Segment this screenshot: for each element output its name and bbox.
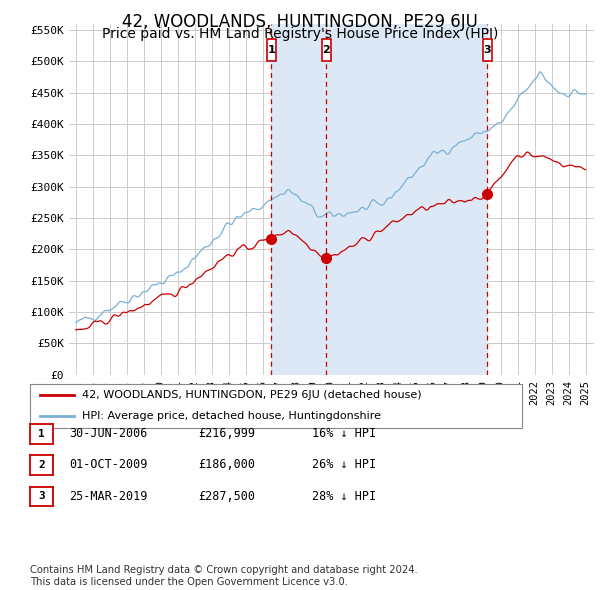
Text: £287,500: £287,500 [198, 490, 255, 503]
Text: 1: 1 [38, 429, 45, 439]
Text: Price paid vs. HM Land Registry's House Price Index (HPI): Price paid vs. HM Land Registry's House … [102, 27, 498, 41]
Text: 16% ↓ HPI: 16% ↓ HPI [312, 427, 376, 440]
Text: Contains HM Land Registry data © Crown copyright and database right 2024.
This d: Contains HM Land Registry data © Crown c… [30, 565, 418, 587]
Text: 01-OCT-2009: 01-OCT-2009 [69, 458, 148, 471]
Text: 30-JUN-2006: 30-JUN-2006 [69, 427, 148, 440]
Text: HPI: Average price, detached house, Huntingdonshire: HPI: Average price, detached house, Hunt… [82, 411, 380, 421]
FancyBboxPatch shape [322, 39, 331, 61]
Text: 26% ↓ HPI: 26% ↓ HPI [312, 458, 376, 471]
Text: £216,999: £216,999 [198, 427, 255, 440]
Text: 2: 2 [38, 460, 45, 470]
FancyBboxPatch shape [483, 39, 492, 61]
Bar [326, 24, 487, 375]
Text: 25-MAR-2019: 25-MAR-2019 [69, 490, 148, 503]
Text: 3: 3 [484, 45, 491, 55]
Text: £186,000: £186,000 [198, 458, 255, 471]
FancyBboxPatch shape [266, 39, 276, 61]
Text: 3: 3 [38, 491, 45, 502]
Text: 28% ↓ HPI: 28% ↓ HPI [312, 490, 376, 503]
Text: 1: 1 [268, 45, 275, 55]
Text: 42, WOODLANDS, HUNTINGDON, PE29 6JU: 42, WOODLANDS, HUNTINGDON, PE29 6JU [122, 13, 478, 31]
Text: 42, WOODLANDS, HUNTINGDON, PE29 6JU (detached house): 42, WOODLANDS, HUNTINGDON, PE29 6JU (det… [82, 391, 421, 401]
Text: 2: 2 [323, 45, 330, 55]
Bar [271, 24, 326, 375]
